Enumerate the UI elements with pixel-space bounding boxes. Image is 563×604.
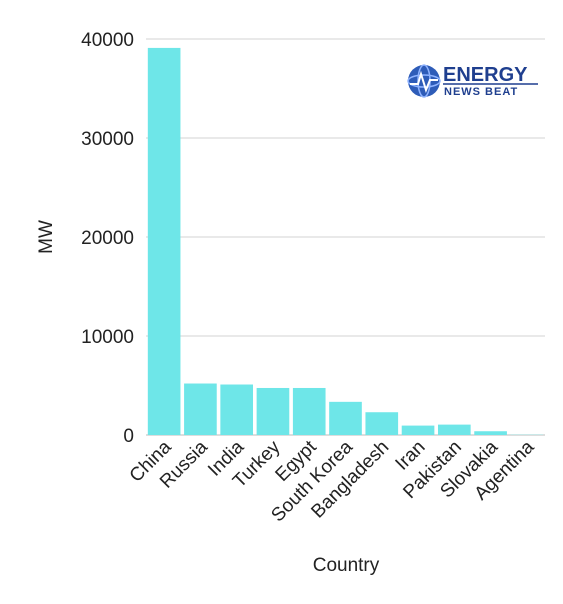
grid-lines: [146, 38, 545, 436]
bar-slovakia: [474, 431, 507, 435]
bar-china: [147, 47, 181, 435]
logo-text-energy: ENERGY: [443, 64, 528, 86]
y-tick-label: 40000: [81, 30, 134, 51]
y-axis-title: MW: [36, 220, 57, 254]
bar-iran: [401, 425, 435, 435]
y-tick-label: 0: [123, 426, 134, 447]
bar-egypt: [292, 387, 326, 435]
x-axis-title: Country: [313, 555, 380, 576]
bar-bangladesh: [365, 412, 399, 435]
logo-text-news-beat: NEWS BEAT: [444, 86, 518, 98]
bars: [147, 47, 544, 435]
y-tick-label: 10000: [81, 327, 134, 348]
y-tick-label: 30000: [81, 129, 134, 150]
y-axis-ticks: 0 10000 20000 30000 40000: [81, 30, 134, 447]
energy-news-beat-logo: ENERGY NEWS BEAT: [407, 64, 538, 98]
bar-south-korea: [329, 401, 362, 435]
y-tick-label: 20000: [81, 228, 134, 249]
bar-pakistan: [437, 424, 471, 435]
bar-turkey: [256, 387, 290, 435]
bar-russia: [184, 383, 217, 435]
bar-india: [220, 384, 254, 435]
